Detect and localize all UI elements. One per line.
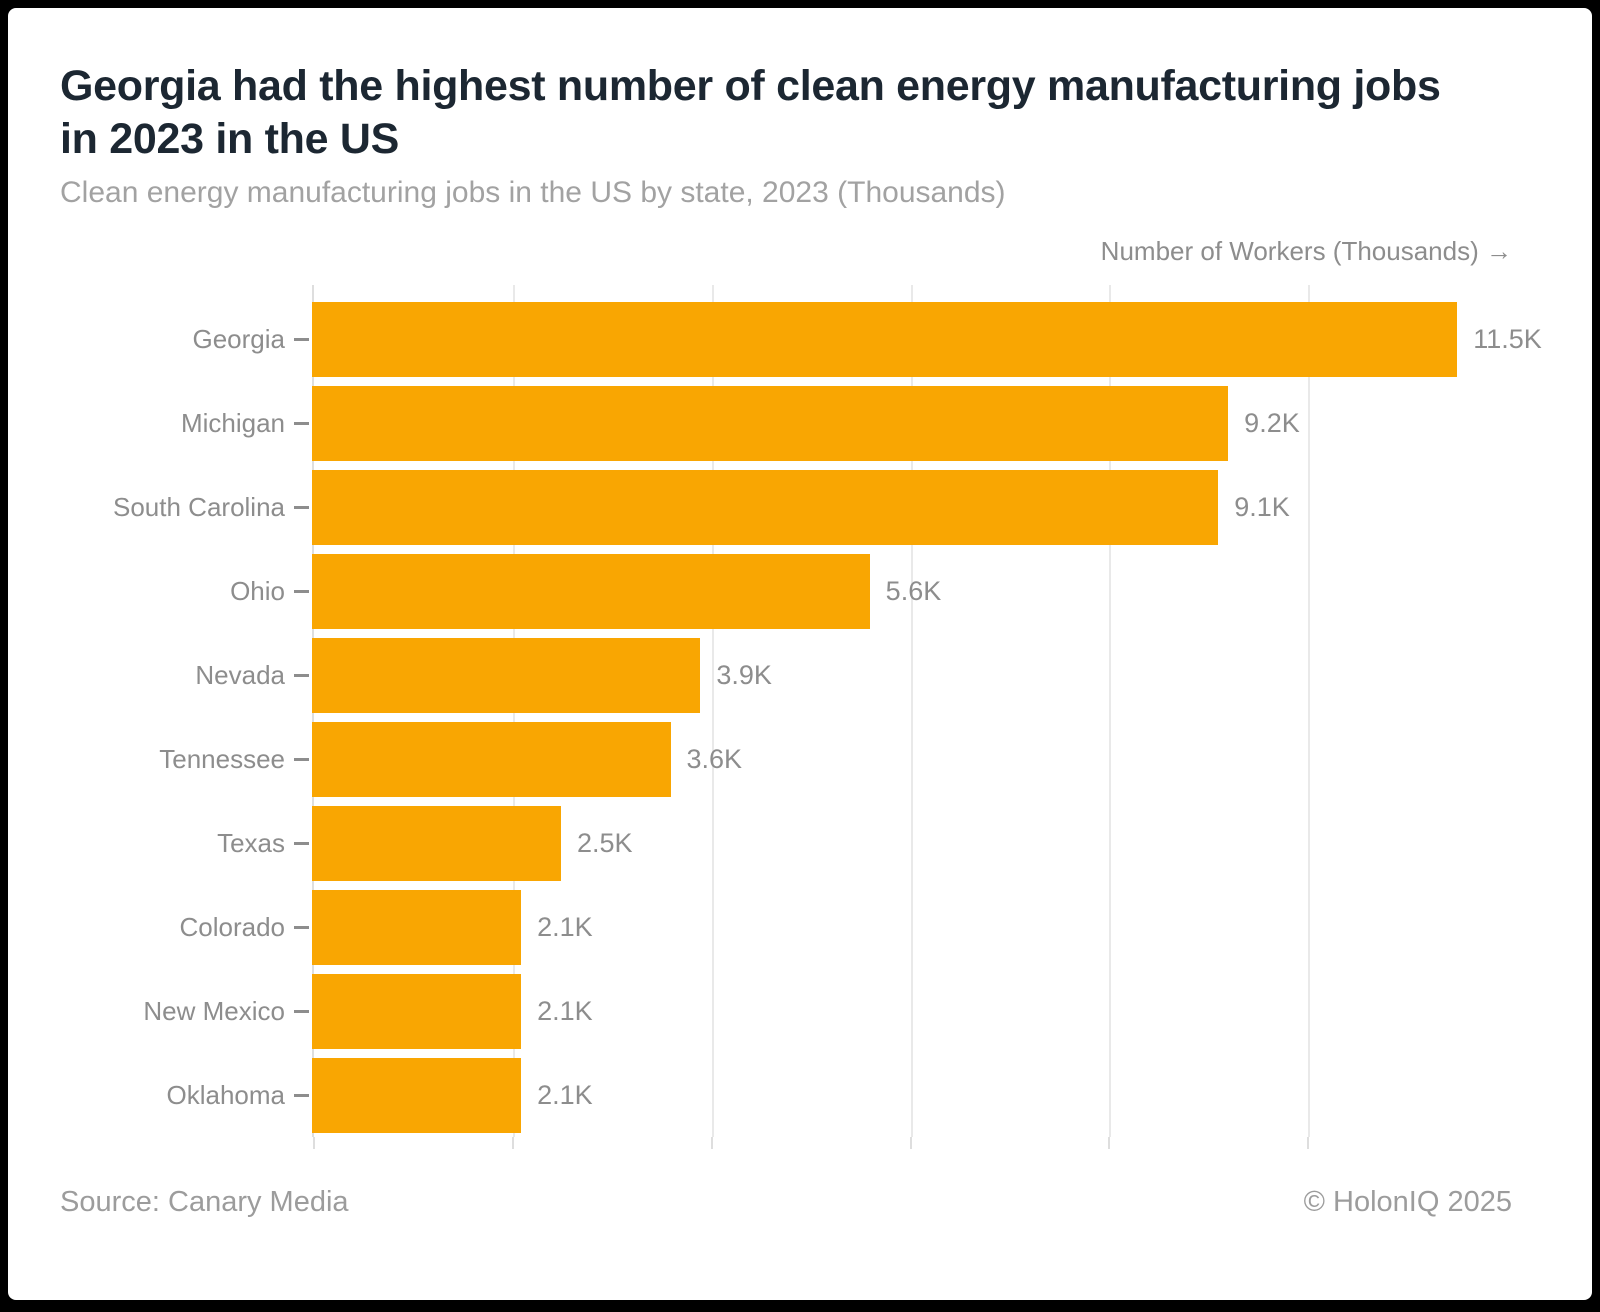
value-label: 9.2K (1244, 407, 1300, 438)
category-tick-dash (294, 1093, 309, 1097)
category-tick-dash (294, 421, 309, 425)
axis-tick (710, 1137, 713, 1149)
bar (312, 805, 561, 881)
bar-row: New Mexico 2.1K (60, 969, 1512, 1053)
bar-rows: Georgia 11.5K Michigan 9.2K South Carolina 9.… (60, 297, 1542, 1137)
value-label: 2.5K (576, 827, 633, 858)
bar-track: 3.9K (312, 633, 1512, 717)
gridline (1308, 285, 1311, 1137)
axis-tick (1108, 1137, 1111, 1149)
category-tick-dash (294, 505, 309, 509)
bar (312, 637, 701, 713)
category-label-cell: Oklahoma (60, 1080, 312, 1111)
x-axis-title: Number of Workers (Thousands) → (1100, 236, 1512, 266)
bar-track: 9.1K (312, 465, 1512, 549)
value-label: 5.6K (885, 575, 942, 606)
category-label: South Carolina (113, 491, 285, 522)
category-label-cell: Nevada (60, 660, 312, 691)
bar (312, 973, 522, 1049)
value-label: 3.6K (686, 743, 743, 774)
bar-row: Michigan 9.2K (60, 381, 1512, 465)
value-label: 3.9K (716, 659, 772, 690)
axis-tick (1307, 1137, 1310, 1149)
bar-track: 2.1K (312, 1053, 1512, 1137)
bar-row: Georgia 11.5K (60, 297, 1542, 381)
category-label-cell: South Carolina (60, 492, 312, 523)
value-label: 2.1K (537, 1079, 593, 1110)
axis-tick (511, 1137, 514, 1149)
category-label: Georgia (192, 323, 286, 354)
category-label-cell: Michigan (60, 408, 312, 439)
bar-track: 11.5K (312, 297, 1542, 381)
category-tick-dash (294, 1009, 309, 1013)
axis-tick (313, 1137, 315, 1149)
category-label: Texas (217, 827, 285, 858)
category-label-cell: Colorado (60, 912, 312, 943)
category-tick-dash (294, 673, 309, 677)
bar (312, 469, 1219, 545)
bar-row: Nevada 3.9K (60, 633, 1512, 717)
category-label: New Mexico (143, 995, 285, 1026)
axis-tick (909, 1137, 912, 1149)
source-text: Source: Canary Media (60, 1186, 349, 1218)
category-label-cell: Texas (60, 828, 312, 859)
bar-row: Ohio 5.6K (60, 549, 1512, 633)
value-label: 2.1K (537, 911, 593, 942)
bar-track: 2.1K (312, 969, 1512, 1053)
category-label-cell: Ohio (60, 576, 312, 607)
bar (312, 301, 1458, 377)
category-label-cell: Tennessee (60, 744, 312, 775)
bar-track: 5.6K (312, 549, 1512, 633)
bar-row: South Carolina 9.1K (60, 465, 1512, 549)
category-tick-dash (294, 589, 309, 593)
bar-track: 2.1K (312, 885, 1512, 969)
bar (312, 889, 522, 965)
copyright-text: © HolonIQ 2025 (1303, 1186, 1512, 1218)
bar-track: 9.2K (312, 381, 1512, 465)
category-tick-dash (294, 757, 309, 761)
gridline (910, 285, 913, 1137)
category-tick-dash (294, 841, 309, 845)
category-tick-dash (294, 337, 309, 341)
value-label: 2.1K (537, 995, 593, 1026)
gridline (711, 285, 714, 1137)
category-label: Michigan (180, 407, 285, 438)
category-label-cell: New Mexico (60, 996, 312, 1027)
chart-card: Georgia had the highest number of clean … (8, 8, 1592, 1300)
category-label: Ohio (230, 575, 285, 606)
chart-subtitle: Clean energy manufacturing jobs in the U… (60, 176, 1006, 209)
bar-track: 3.6K (312, 717, 1512, 801)
category-label: Oklahoma (166, 1079, 286, 1110)
category-label-cell: Georgia (60, 324, 312, 355)
bar (312, 553, 870, 629)
bar-row: Tennessee 3.6K (60, 717, 1512, 801)
bar-chart: Georgia 11.5K Michigan 9.2K South Carolina 9.… (60, 285, 1542, 1149)
bar-row: Oklahoma 2.1K (60, 1053, 1512, 1137)
bar-row: Colorado 2.1K (60, 885, 1512, 969)
chart-title: Georgia had the highest number of clean … (60, 62, 1441, 163)
bar (312, 385, 1229, 461)
category-tick-dash (294, 925, 309, 929)
category-label: Nevada (195, 659, 285, 690)
category-label: Colorado (179, 911, 285, 942)
category-label: Tennessee (159, 743, 285, 774)
bar (312, 1057, 522, 1133)
bar-row: Texas 2.5K (60, 801, 1512, 885)
bar (312, 721, 671, 797)
bar-track: 2.5K (312, 801, 1512, 885)
value-label: 11.5K (1473, 323, 1542, 354)
gridline (1109, 285, 1112, 1137)
value-label: 9.1K (1234, 491, 1290, 522)
